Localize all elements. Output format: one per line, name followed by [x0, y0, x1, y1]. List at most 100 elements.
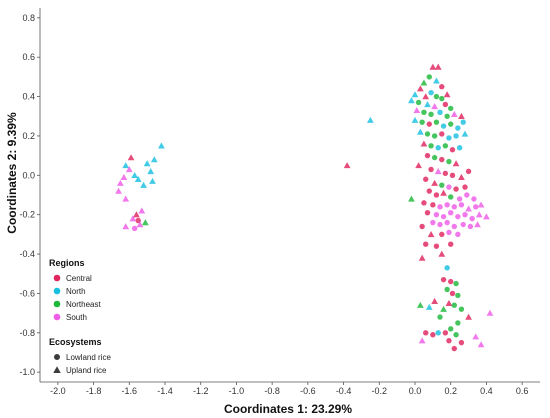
data-point — [442, 170, 449, 177]
x-axis-title: Coordinates 1: 23.29% — [224, 402, 352, 416]
data-point — [455, 320, 461, 326]
data-point — [147, 168, 155, 175]
data-point — [448, 121, 454, 127]
y-tick-label: -0.6 — [19, 288, 35, 298]
y-axis-title: Coordinates 2: 9.39% — [5, 112, 19, 234]
data-point — [460, 119, 466, 125]
data-point — [438, 250, 446, 257]
data-point — [435, 330, 441, 336]
data-point — [149, 177, 156, 184]
data-point — [366, 116, 374, 123]
data-point — [115, 187, 122, 194]
x-tick-label: -2.0 — [50, 386, 66, 396]
data-point — [462, 184, 468, 190]
data-point — [431, 179, 439, 186]
legend-ecosystems-title: Ecosystems — [49, 337, 102, 347]
data-point — [122, 195, 130, 202]
y-tick-label: -0.4 — [19, 249, 35, 259]
data-point — [428, 111, 434, 117]
data-point — [442, 330, 449, 336]
data-point — [475, 211, 483, 218]
data-point — [138, 207, 146, 214]
data-point — [421, 109, 427, 116]
data-point — [408, 97, 415, 104]
y-tick-label: -0.8 — [19, 328, 35, 338]
data-point — [116, 179, 124, 186]
data-point — [469, 215, 475, 222]
data-point — [455, 231, 461, 238]
data-point — [444, 113, 450, 119]
x-tick-label: -0.8 — [264, 386, 280, 396]
data-point — [428, 143, 434, 149]
data-point — [420, 79, 428, 86]
data-points — [115, 63, 494, 352]
data-point — [473, 204, 479, 210]
data-point — [422, 93, 430, 100]
data-point — [452, 160, 460, 167]
y-tick-label: -1.0 — [19, 367, 35, 377]
data-point — [451, 223, 457, 230]
data-point — [483, 213, 490, 220]
data-point — [415, 162, 422, 169]
data-point — [461, 130, 469, 137]
data-point — [437, 314, 443, 320]
data-point — [442, 101, 449, 108]
data-point — [458, 112, 465, 119]
data-point — [471, 196, 477, 202]
data-point — [443, 91, 451, 98]
data-point — [424, 210, 431, 216]
x-tick-label: -1.6 — [122, 386, 138, 396]
data-point — [440, 123, 447, 129]
data-point — [158, 142, 165, 149]
data-point — [129, 215, 137, 222]
data-point — [446, 337, 452, 344]
data-point — [433, 93, 440, 100]
data-point — [434, 168, 442, 175]
data-point — [141, 219, 149, 226]
data-point — [424, 101, 431, 108]
data-point — [448, 105, 454, 112]
legend-regions-title: Regions — [49, 258, 85, 268]
data-point — [439, 84, 445, 90]
data-point — [458, 202, 465, 208]
data-point — [467, 223, 474, 230]
data-point — [456, 145, 463, 151]
data-point — [433, 211, 440, 218]
data-point — [446, 158, 452, 165]
data-point — [451, 345, 457, 352]
data-point — [446, 135, 452, 141]
data-point — [444, 286, 450, 293]
legend-label-triangle: Upland rice — [66, 366, 107, 375]
data-point — [434, 63, 442, 70]
data-point — [453, 186, 459, 192]
data-point — [462, 211, 468, 218]
data-point — [408, 195, 415, 202]
data-point — [448, 194, 454, 200]
data-point — [125, 166, 133, 173]
data-point — [439, 231, 445, 238]
data-point — [421, 200, 427, 206]
x-tick-label: -1.4 — [157, 386, 173, 396]
data-point — [440, 213, 447, 220]
data-point — [431, 103, 439, 110]
data-point — [455, 292, 461, 299]
data-point — [472, 333, 480, 340]
data-point — [448, 210, 454, 216]
data-point — [444, 265, 450, 271]
data-point — [423, 241, 429, 247]
data-point — [122, 223, 130, 230]
data-point — [131, 171, 139, 179]
x-tick-label: -1.2 — [193, 386, 209, 396]
x-tick-label: -1.0 — [229, 386, 245, 396]
data-point — [449, 290, 456, 297]
data-point — [449, 147, 456, 153]
data-point — [423, 176, 429, 182]
y-tick-label: 0.2 — [22, 131, 35, 141]
data-point — [455, 213, 461, 220]
plot-frame — [39, 8, 540, 383]
data-point — [430, 219, 436, 226]
data-point — [431, 133, 438, 139]
legend: Regions Central North Northeast South Ecosyst… — [49, 258, 111, 375]
data-point — [439, 156, 445, 163]
